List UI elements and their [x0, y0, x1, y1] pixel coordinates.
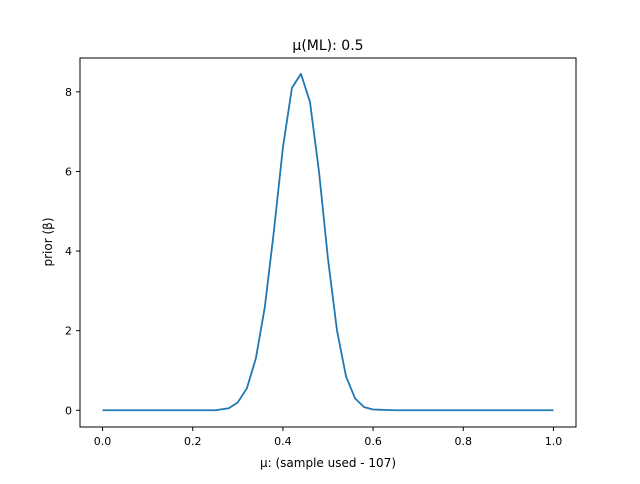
y-tick-label: 4 [65, 245, 72, 258]
series-line-0 [102, 73, 554, 412]
x-tick-label: 0.8 [455, 435, 473, 448]
x-tick-label: 1.0 [545, 435, 563, 448]
plot-area [102, 73, 554, 412]
x-tick-label: 0.4 [274, 435, 292, 448]
chart-title: μ(ML): 0.5 [292, 38, 363, 54]
y-axis-label: prior (β) [41, 218, 55, 267]
y-tick-label: 8 [65, 86, 72, 99]
x-tick-label: 0.6 [364, 435, 382, 448]
y-tick-label: 2 [65, 325, 72, 338]
axes-frame [79, 57, 577, 428]
x-axis-label: μ: (sample used - 107) [260, 456, 396, 470]
y-tick-label: 6 [65, 165, 72, 178]
axis-ticks: 0.0 0.2 0.4 0.6 0.8 1.0 0 2 4 6 8 [65, 86, 562, 448]
y-tick-label: 0 [65, 404, 72, 417]
x-tick-label: 0.2 [184, 435, 202, 448]
x-tick-label: 0.0 [94, 435, 112, 448]
